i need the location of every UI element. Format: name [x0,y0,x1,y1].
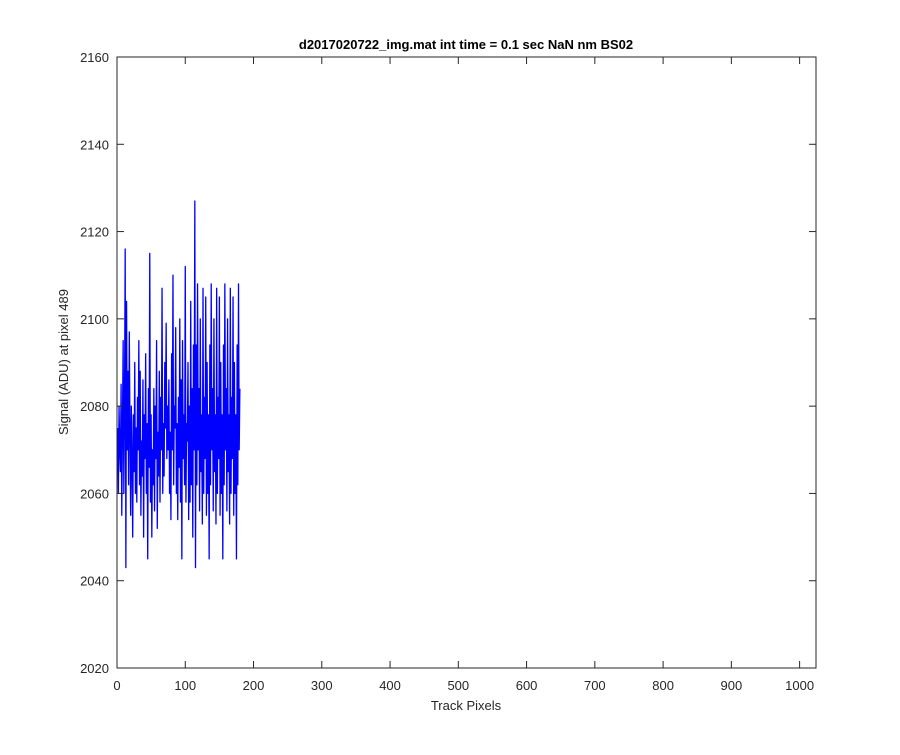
plot-frame [116,56,817,669]
x-tick-label: 0 [113,678,120,693]
x-tick-label: 200 [243,678,265,693]
chart-title: d2017020722_img.mat int time = 0.1 sec N… [299,37,633,52]
y-tick-label: 2100 [80,312,109,327]
y-axis: 2020 2040 2060 2080 2100 2120 2140 2160 [80,50,816,676]
y-tick-label: 2120 [80,225,109,240]
y-tick-label: 2060 [80,486,109,501]
x-tick-label: 300 [311,678,333,693]
x-tick-label: 900 [721,678,743,693]
y-tick-label: 2040 [80,574,109,589]
y-tick-label: 2020 [80,661,109,676]
series-line-0 [117,200,241,569]
x-tick-label: 1000 [785,678,814,693]
x-axis: 0 100 200 300 400 500 600 700 800 900 1000 [113,57,814,693]
series-layer [117,200,241,569]
x-tick-label: 600 [516,678,538,693]
x-tick-label: 400 [379,678,401,693]
y-tick-label: 2080 [80,399,109,414]
y-tick-label: 2140 [80,137,109,152]
x-tick-label: 800 [652,678,674,693]
y-tick-label: 2160 [80,50,109,65]
x-tick-label: 500 [447,678,469,693]
x-axis-label: Track Pixels [431,698,502,713]
x-tick-label: 700 [584,678,606,693]
plot-background [117,57,816,668]
y-axis-label: Signal (ADU) at pixel 489 [56,289,71,435]
x-tick-label: 100 [174,678,196,693]
